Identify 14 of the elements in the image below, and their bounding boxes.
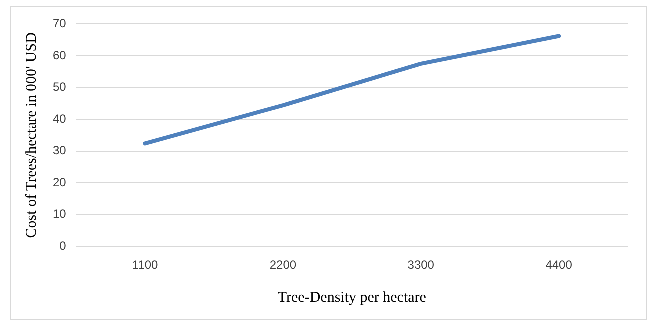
y-tick-label: 0 — [60, 238, 67, 253]
x-tick-label: 1100 — [132, 258, 159, 272]
x-tick-label: 3300 — [408, 258, 435, 272]
y-tick-label: 30 — [52, 144, 67, 158]
y-tick-label: 60 — [52, 48, 67, 62]
x-tick-label: 2200 — [270, 258, 297, 272]
y-tick-label: 50 — [52, 80, 67, 94]
x-tick-label: 4400 — [546, 258, 573, 272]
y-tick-label: 20 — [52, 175, 67, 190]
y-tick-label: 70 — [52, 16, 67, 31]
y-tick-label: 10 — [52, 207, 67, 222]
x-axis-title: Tree-Density per hectare — [278, 290, 427, 306]
y-tick-label: 40 — [52, 112, 67, 126]
y-axis-title: Cost of Trees/hectare in 000' USD — [24, 32, 40, 238]
